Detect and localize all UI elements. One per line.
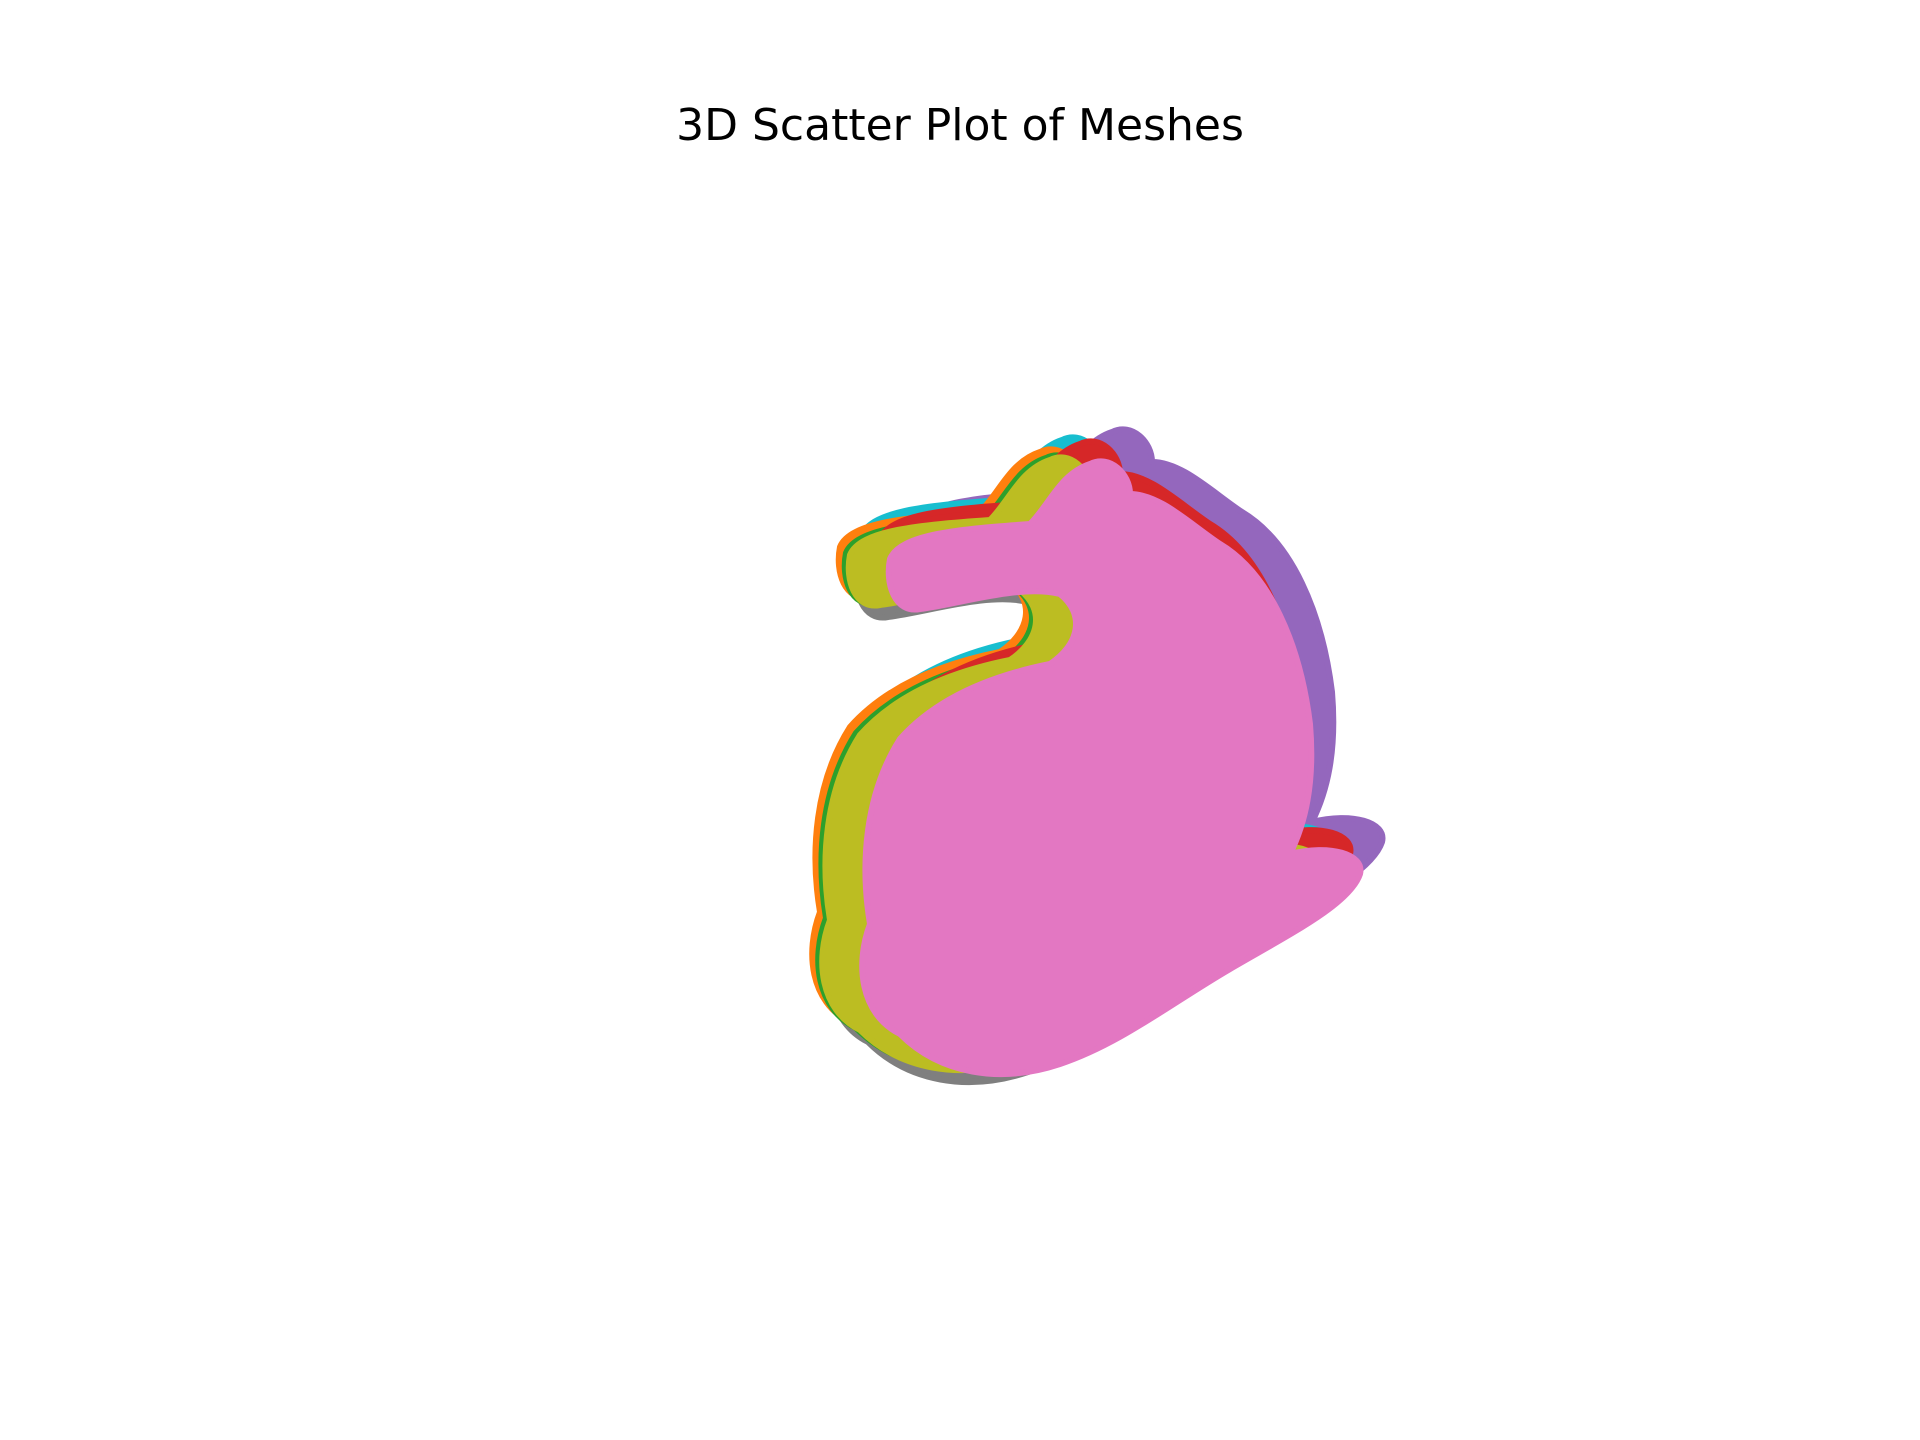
chart-title: 3D Scatter Plot of Meshes xyxy=(676,100,1244,151)
mesh-points-9 xyxy=(859,458,1364,1077)
mesh-series-9 xyxy=(859,458,1364,1077)
